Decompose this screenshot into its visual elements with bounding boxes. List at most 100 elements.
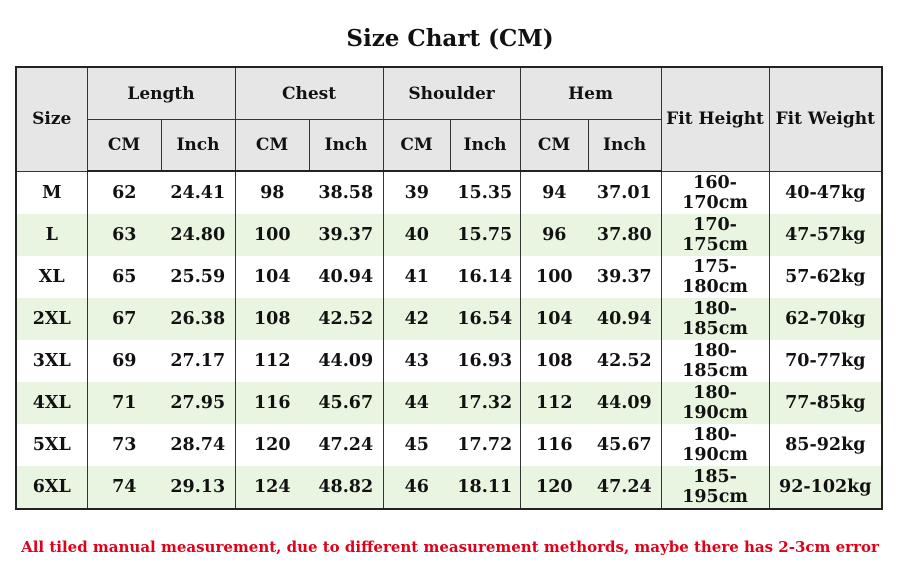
subheader-shoulder-inch: Inch bbox=[449, 119, 521, 172]
cell-chest-inch: 40.94 bbox=[309, 256, 384, 298]
cell-fit-weight: 77-85kg bbox=[769, 382, 884, 424]
cell-chest-cm: 116 bbox=[234, 382, 310, 424]
cell-shoulder-cm: 40 bbox=[382, 214, 451, 256]
cell-shoulder-cm: 39 bbox=[382, 171, 451, 214]
header-fit-height: Fit Height bbox=[660, 66, 770, 172]
cell-chest-cm: 104 bbox=[234, 256, 310, 298]
cell-hem-inch: 37.01 bbox=[588, 171, 662, 214]
header-length: Length bbox=[86, 66, 236, 120]
cell-fit-weight: 85-92kg bbox=[769, 424, 884, 466]
cell-hem-cm: 120 bbox=[519, 466, 589, 510]
subheader-shoulder-cm: CM bbox=[382, 119, 451, 172]
cell-length-cm: 69 bbox=[86, 340, 161, 382]
cell-hem-inch: 47.24 bbox=[588, 466, 662, 510]
cell-fit-weight: 40-47kg bbox=[769, 171, 884, 214]
cell-fit-height: 175-180cm bbox=[660, 256, 770, 298]
cell-chest-inch: 48.82 bbox=[309, 466, 384, 510]
cell-size: 4XL bbox=[15, 382, 88, 424]
cell-hem-inch: 44.09 bbox=[588, 382, 662, 424]
table-row: 3XL 69 27.17 112 44.09 43 16.93 108 42.5… bbox=[15, 340, 884, 382]
cell-shoulder-inch: 16.93 bbox=[450, 340, 521, 382]
cell-fit-height: 180-185cm bbox=[660, 298, 770, 340]
cell-length-inch: 24.80 bbox=[161, 214, 236, 256]
cell-hem-cm: 116 bbox=[519, 424, 589, 466]
table-row: M 62 24.41 98 38.58 39 15.35 94 37.01 16… bbox=[15, 171, 884, 214]
cell-fit-height: 180-185cm bbox=[660, 340, 770, 382]
cell-size: 6XL bbox=[15, 466, 88, 510]
cell-hem-inch: 45.67 bbox=[588, 424, 662, 466]
cell-shoulder-inch: 16.14 bbox=[450, 256, 521, 298]
cell-hem-inch: 42.52 bbox=[588, 340, 662, 382]
subheader-length-cm: CM bbox=[86, 119, 162, 172]
subheader-hem-inch: Inch bbox=[587, 119, 662, 172]
cell-chest-inch: 42.52 bbox=[309, 298, 384, 340]
cell-hem-cm: 108 bbox=[519, 340, 589, 382]
cell-shoulder-cm: 44 bbox=[382, 382, 451, 424]
cell-fit-weight: 57-62kg bbox=[769, 256, 884, 298]
cell-chest-inch: 47.24 bbox=[309, 424, 384, 466]
cell-size: L bbox=[15, 214, 88, 256]
cell-length-cm: 73 bbox=[86, 424, 161, 466]
cell-chest-inch: 38.58 bbox=[309, 171, 384, 214]
cell-hem-cm: 104 bbox=[519, 298, 589, 340]
subheader-length-inch: Inch bbox=[160, 119, 236, 172]
cell-shoulder-inch: 18.11 bbox=[450, 466, 521, 510]
cell-fit-height: 170-175cm bbox=[660, 214, 770, 256]
header-shoulder: Shoulder bbox=[382, 66, 521, 120]
cell-chest-cm: 120 bbox=[234, 424, 310, 466]
cell-shoulder-inch: 17.72 bbox=[450, 424, 521, 466]
cell-fit-weight: 92-102kg bbox=[769, 466, 884, 510]
header-hem: Hem bbox=[519, 66, 662, 120]
table-row: 6XL 74 29.13 124 48.82 46 18.11 120 47.2… bbox=[15, 466, 884, 510]
cell-length-inch: 24.41 bbox=[161, 171, 236, 214]
header-chest: Chest bbox=[234, 66, 384, 120]
chart-title: Size Chart (CM) bbox=[346, 25, 554, 52]
measurement-note: All tiled manual measurement, due to dif… bbox=[21, 538, 879, 556]
cell-size: 3XL bbox=[15, 340, 88, 382]
cell-hem-inch: 39.37 bbox=[588, 256, 662, 298]
cell-length-inch: 27.17 bbox=[161, 340, 236, 382]
subheader-chest-cm: CM bbox=[234, 119, 310, 172]
table-body: M 62 24.41 98 38.58 39 15.35 94 37.01 16… bbox=[15, 171, 884, 510]
cell-fit-weight: 70-77kg bbox=[769, 340, 884, 382]
cell-size: XL bbox=[15, 256, 88, 298]
subheader-chest-inch: Inch bbox=[308, 119, 384, 172]
cell-hem-inch: 37.80 bbox=[588, 214, 662, 256]
cell-size: M bbox=[15, 171, 88, 214]
cell-shoulder-inch: 17.32 bbox=[450, 382, 521, 424]
cell-length-cm: 71 bbox=[86, 382, 161, 424]
cell-chest-cm: 112 bbox=[234, 340, 310, 382]
cell-fit-height: 185-195cm bbox=[660, 466, 770, 510]
cell-shoulder-cm: 45 bbox=[382, 424, 451, 466]
table-row: L 63 24.80 100 39.37 40 15.75 96 37.80 1… bbox=[15, 214, 884, 256]
table-row: XL 65 25.59 104 40.94 41 16.14 100 39.37… bbox=[15, 256, 884, 298]
cell-length-inch: 28.74 bbox=[161, 424, 236, 466]
cell-length-inch: 27.95 bbox=[161, 382, 236, 424]
cell-chest-cm: 100 bbox=[234, 214, 310, 256]
cell-size: 2XL bbox=[15, 298, 88, 340]
table-row: 4XL 71 27.95 116 45.67 44 17.32 112 44.0… bbox=[15, 382, 884, 424]
cell-length-cm: 63 bbox=[86, 214, 161, 256]
cell-length-inch: 26.38 bbox=[161, 298, 236, 340]
cell-length-cm: 65 bbox=[86, 256, 161, 298]
cell-fit-height: 160-170cm bbox=[660, 171, 770, 214]
cell-length-inch: 25.59 bbox=[161, 256, 236, 298]
cell-chest-cm: 108 bbox=[234, 298, 310, 340]
cell-shoulder-inch: 15.75 bbox=[450, 214, 521, 256]
table-row: 5XL 73 28.74 120 47.24 45 17.72 116 45.6… bbox=[15, 424, 884, 466]
cell-shoulder-inch: 16.54 bbox=[450, 298, 521, 340]
cell-hem-cm: 112 bbox=[519, 382, 589, 424]
table-row: 2XL 67 26.38 108 42.52 42 16.54 104 40.9… bbox=[15, 298, 884, 340]
cell-fit-weight: 62-70kg bbox=[769, 298, 884, 340]
subheader-hem-cm: CM bbox=[519, 119, 589, 172]
cell-length-cm: 74 bbox=[86, 466, 161, 510]
cell-fit-height: 180-190cm bbox=[660, 382, 770, 424]
cell-shoulder-cm: 46 bbox=[382, 466, 451, 510]
cell-hem-cm: 96 bbox=[519, 214, 589, 256]
cell-hem-inch: 40.94 bbox=[588, 298, 662, 340]
cell-size: 5XL bbox=[15, 424, 88, 466]
header-size: Size bbox=[15, 66, 88, 172]
cell-chest-inch: 45.67 bbox=[309, 382, 384, 424]
cell-chest-inch: 39.37 bbox=[309, 214, 384, 256]
cell-fit-height: 180-190cm bbox=[660, 424, 770, 466]
